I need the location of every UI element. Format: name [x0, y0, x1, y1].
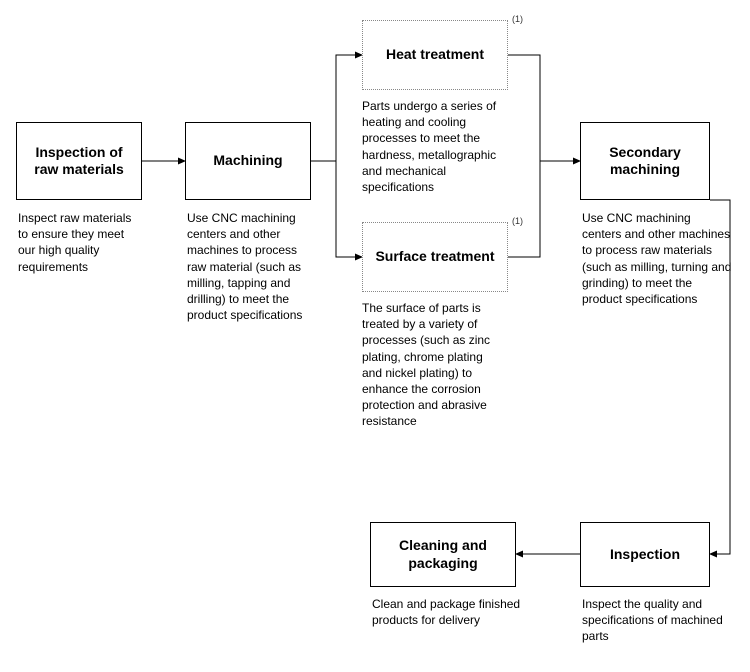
node-machining-desc: Use CNC machining centers and other mach…: [187, 210, 319, 323]
node-secondary-title: Secondary machining: [587, 144, 703, 179]
node-inspection-desc: Inspect the quality and specifications o…: [582, 596, 726, 645]
node-secondary: Secondary machining: [580, 122, 710, 200]
node-surface-title: Surface treatment: [375, 248, 494, 266]
node-inspection_raw-desc: Inspect raw materials to ensure they mee…: [18, 210, 142, 275]
node-inspection_raw: Inspection of raw materials: [16, 122, 142, 200]
edge-heat-to-secondary: [508, 55, 580, 161]
edge-machining-to-heat: [311, 55, 362, 161]
node-surface-desc: The surface of parts is treated by a var…: [362, 300, 502, 430]
edge-surface-to-secondary: [508, 161, 580, 257]
node-cleaning: Cleaning and packaging: [370, 522, 516, 587]
node-heat-desc: Parts undergo a series of heating and co…: [362, 98, 502, 195]
node-inspection: Inspection: [580, 522, 710, 587]
flowchart-canvas: Inspection of raw materials Inspect raw m…: [0, 0, 750, 672]
node-heat-title: Heat treatment: [386, 46, 484, 64]
node-heat: Heat treatment: [362, 20, 508, 90]
node-inspection_raw-title: Inspection of raw materials: [23, 144, 135, 179]
node-heat-note: (1): [512, 14, 523, 24]
node-inspection-title: Inspection: [610, 546, 680, 564]
node-cleaning-title: Cleaning and packaging: [377, 537, 509, 572]
node-surface: Surface treatment: [362, 222, 508, 292]
node-surface-note: (1): [512, 216, 523, 226]
node-cleaning-desc: Clean and package finished products for …: [372, 596, 522, 628]
node-machining-title: Machining: [213, 152, 282, 170]
node-secondary-desc: Use CNC machining centers and other mach…: [582, 210, 732, 307]
node-machining: Machining: [185, 122, 311, 200]
